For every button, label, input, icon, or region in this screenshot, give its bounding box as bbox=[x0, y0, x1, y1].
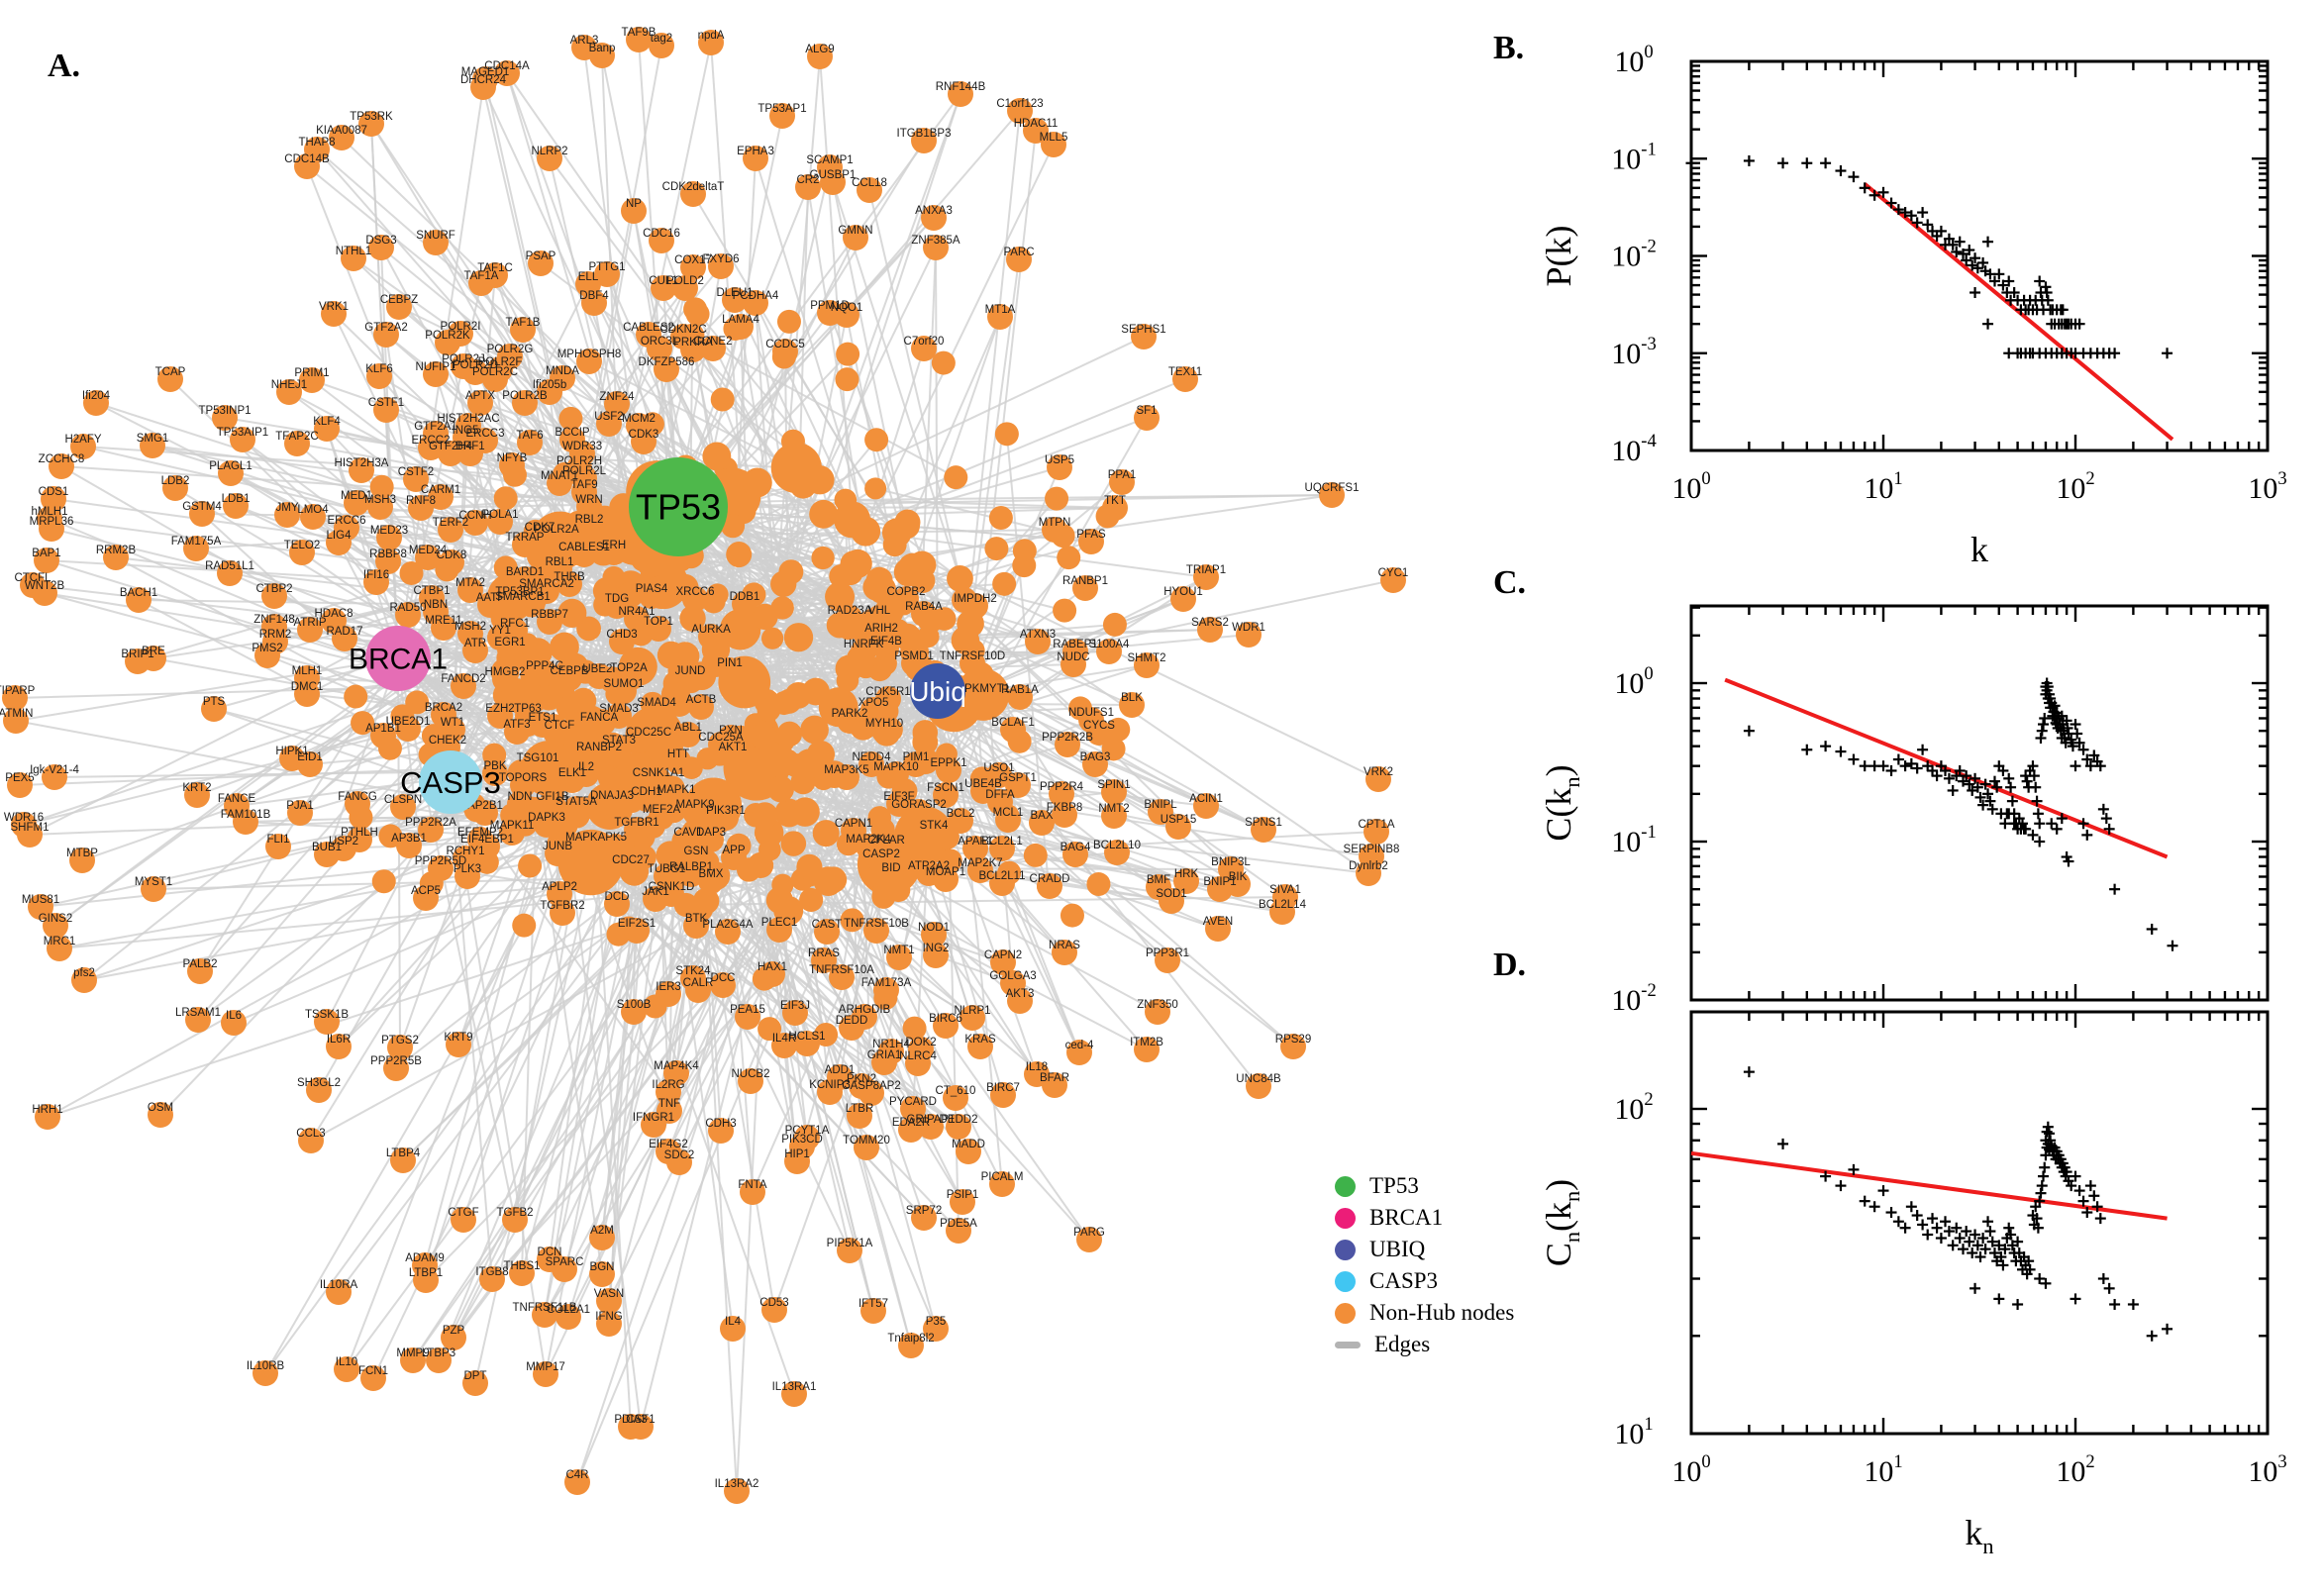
svg-text:10-4​: 10-4​ bbox=[1611, 431, 1657, 467]
legend-item-ubiq: UBIQ bbox=[1335, 1234, 1553, 1265]
svg-text:10-2​: 10-2​ bbox=[1611, 237, 1657, 273]
legend-item-casp3: CASP3 bbox=[1335, 1265, 1553, 1297]
svg-text:103​: 103​ bbox=[2248, 468, 2286, 505]
brca1-dot-icon bbox=[1335, 1207, 1356, 1229]
panel-c-label: C. bbox=[1493, 564, 1527, 601]
svg-text:100​: 100​ bbox=[1671, 1451, 1710, 1488]
svg-text:k: k bbox=[1970, 530, 1988, 569]
network-graph: TP53RKKIAA0087THAP8CDC14BMAGED1DHCR24CDC… bbox=[0, 27, 1408, 1504]
legend-item-tp53: TP53 bbox=[1335, 1170, 1553, 1202]
plot-B: 100​ 10-1​ 10-2​ 10-3​ 10-4​ 100​ 101​ 102​ 103​… bbox=[1539, 42, 2287, 569]
legend-item-edges: Edges bbox=[1335, 1329, 1553, 1360]
svg-text:101​: 101​ bbox=[1864, 1451, 1902, 1488]
plot-C: 100​ 10-1​ 10-2​ C(kn​) bbox=[1539, 604, 2270, 1017]
svg-text:101​: 101​ bbox=[1864, 468, 1902, 505]
labeled-nodes bbox=[2, 27, 1406, 1504]
svg-text:C(kn​): C(kn​) bbox=[1539, 764, 1584, 841]
svg-text:kn​: kn​ bbox=[1965, 1513, 1993, 1558]
edge-dash-icon bbox=[1335, 1341, 1361, 1348]
hub-ubiq: Ubiq bbox=[909, 663, 966, 719]
nonhub-dot-icon bbox=[1335, 1302, 1356, 1324]
panel-b-label: B. bbox=[1493, 30, 1525, 66]
node-labels: TP53RKKIAA0087THAP8CDC14BMAGED1DHCR24CDC… bbox=[0, 27, 1408, 1490]
legend-item-nonhub: Non-Hub nodes bbox=[1335, 1297, 1553, 1329]
svg-text:102​: 102​ bbox=[2056, 1451, 2094, 1488]
panel-a-label: A. bbox=[48, 48, 81, 84]
svg-text:103​: 103​ bbox=[2248, 1451, 2286, 1488]
svg-text:100​: 100​ bbox=[1671, 468, 1710, 505]
svg-text:10-2​: 10-2​ bbox=[1611, 980, 1657, 1017]
plot-D: 102​101​100​101​102​103​Cn​(kn​)kn​ bbox=[1539, 1010, 2287, 1558]
svg-text:101​: 101​ bbox=[1614, 1414, 1653, 1450]
plot-B-points bbox=[1685, 154, 2173, 359]
svg-text:100​: 100​ bbox=[1614, 42, 1653, 78]
svg-text:10-1​: 10-1​ bbox=[1611, 139, 1657, 175]
casp3-dot-icon bbox=[1335, 1270, 1356, 1292]
svg-text:100​: 100​ bbox=[1614, 663, 1653, 700]
plot-D-points bbox=[1743, 1066, 2173, 1342]
svg-text:P(k): P(k) bbox=[1539, 226, 1578, 287]
svg-text:10-3​: 10-3​ bbox=[1611, 334, 1657, 370]
hub-casp3: CASP3 bbox=[400, 750, 501, 814]
svg-text:10-1​: 10-1​ bbox=[1611, 822, 1657, 858]
ubiq-dot-icon bbox=[1335, 1239, 1356, 1260]
legend-item-brca1: BRCA1 bbox=[1335, 1202, 1553, 1234]
panel-d-label: D. bbox=[1493, 947, 1527, 983]
svg-text:102​: 102​ bbox=[1614, 1089, 1653, 1126]
tp53-dot-icon bbox=[1335, 1175, 1356, 1197]
hub-tp53: TP53 bbox=[629, 457, 728, 556]
hub-brca1: BRCA1 bbox=[349, 626, 448, 691]
legend: TP53 BRCA1 UBIQ CASP3 Non-Hub nodes Edge… bbox=[1335, 1170, 1553, 1360]
svg-text:102​: 102​ bbox=[2056, 468, 2094, 505]
plot-C-points bbox=[1743, 677, 2178, 951]
